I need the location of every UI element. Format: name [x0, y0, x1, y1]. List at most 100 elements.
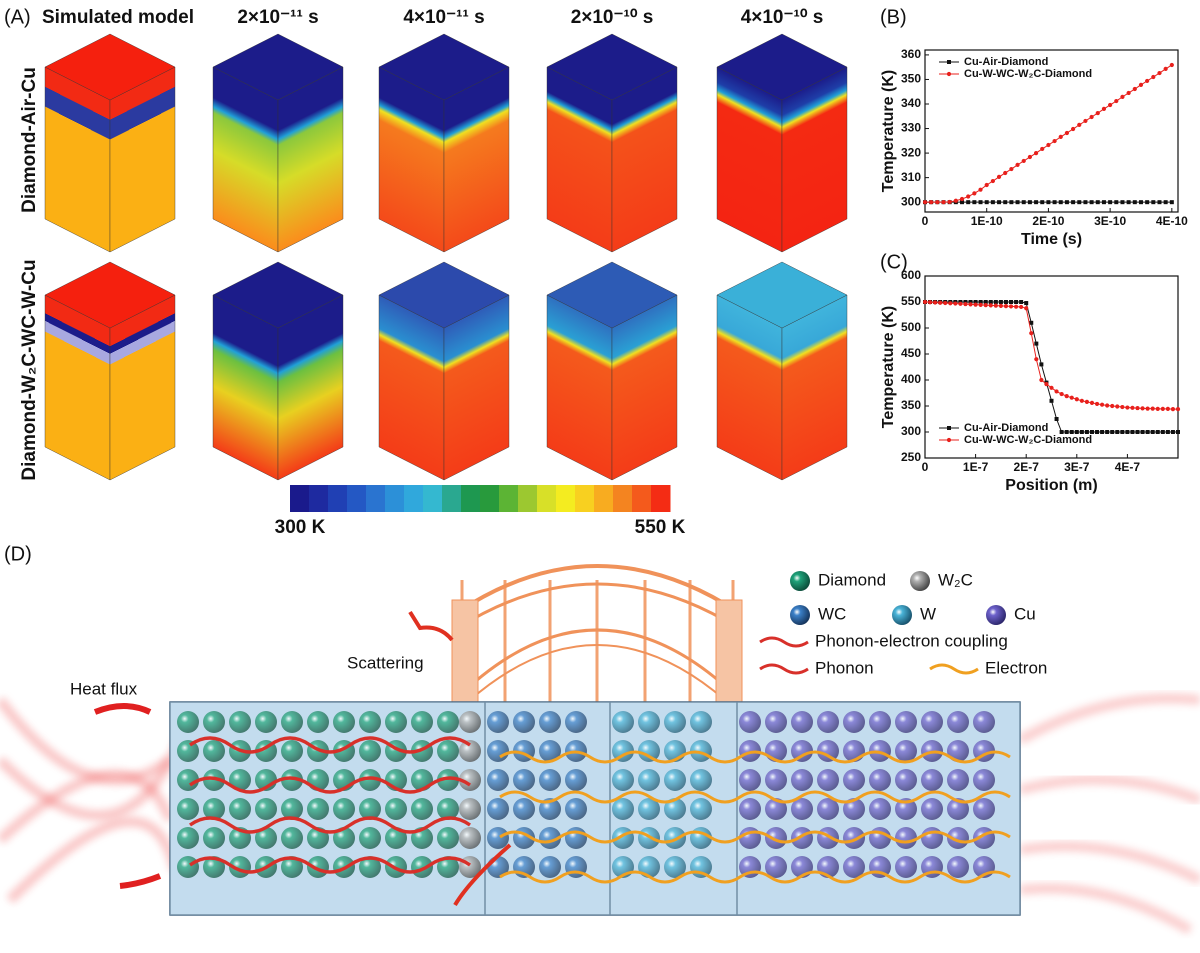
point	[941, 200, 946, 205]
point	[1084, 399, 1090, 404]
atom	[690, 711, 712, 733]
atom	[359, 769, 381, 791]
atom	[765, 856, 787, 878]
atom	[565, 798, 587, 820]
point	[1155, 430, 1160, 434]
atom	[255, 798, 277, 820]
point	[1120, 200, 1125, 205]
point	[929, 200, 934, 205]
point	[953, 198, 958, 203]
point	[990, 178, 995, 184]
point	[1071, 200, 1076, 205]
atom	[459, 798, 481, 820]
legend-label: Cu	[1014, 604, 1036, 623]
atom	[973, 769, 995, 791]
point	[1021, 158, 1026, 164]
column-title: 4×10⁻¹⁰ s	[741, 7, 824, 28]
point	[1170, 407, 1176, 412]
point	[1089, 114, 1094, 120]
colorbar-cell	[594, 485, 614, 512]
y-tick-label: 320	[901, 145, 921, 159]
point	[933, 300, 938, 305]
atom	[281, 740, 303, 762]
atom	[411, 711, 433, 733]
atom	[177, 711, 199, 733]
point	[1095, 430, 1100, 434]
point	[1100, 402, 1105, 407]
bridge	[456, 564, 740, 614]
point	[1175, 407, 1181, 412]
atom	[817, 769, 839, 791]
point	[1100, 430, 1105, 434]
point	[997, 200, 1002, 205]
atom	[459, 740, 481, 762]
cube-top	[212, 261, 344, 329]
column-title: 2×10⁻¹¹ s	[237, 7, 318, 28]
y-tick-label: 350	[901, 72, 921, 86]
point	[1157, 70, 1162, 76]
colorbar-cell	[499, 485, 519, 512]
point	[1165, 406, 1170, 411]
legend-atom	[790, 605, 810, 625]
atom	[612, 711, 634, 733]
legend-marker	[946, 437, 952, 443]
point	[1003, 200, 1008, 205]
row-label: Diamond-W₂C-WC-W-Cu	[19, 259, 40, 480]
legend-marker	[946, 71, 952, 77]
legend-phonon	[759, 663, 809, 675]
point	[1101, 106, 1107, 112]
point	[1003, 304, 1009, 309]
point	[978, 187, 983, 192]
cube-top	[44, 261, 176, 329]
bridge-pier	[715, 599, 743, 706]
column-title: Simulated model	[42, 7, 194, 28]
atom	[895, 711, 917, 733]
y-axis-label: Temperature (K)	[880, 70, 897, 192]
point	[959, 196, 965, 202]
point	[1044, 382, 1049, 387]
atom	[869, 711, 891, 733]
point	[1105, 403, 1110, 408]
crystal-glass	[170, 702, 1020, 915]
point	[993, 303, 998, 308]
atom	[307, 711, 329, 733]
point	[938, 300, 943, 305]
legend-label: W	[920, 604, 936, 623]
atom	[281, 827, 303, 849]
point	[1163, 66, 1168, 71]
atom	[921, 769, 943, 791]
legend-marker	[947, 60, 951, 64]
row-label: Diamond-Air-Cu	[19, 67, 40, 213]
panel-label: (C)	[880, 251, 908, 273]
y-axis-label: Temperature (K)	[880, 306, 897, 428]
point	[1120, 404, 1125, 410]
panel-label: (A)	[4, 6, 31, 28]
point	[1039, 377, 1044, 383]
heat-haze	[1018, 774, 1200, 805]
point	[1079, 430, 1084, 434]
legend-label: Cu-Air-Diamond	[964, 56, 1048, 68]
point	[1163, 200, 1168, 205]
colorbar-cell	[423, 485, 443, 512]
point	[978, 200, 983, 205]
atom	[690, 769, 712, 791]
atom	[437, 827, 459, 849]
atom	[281, 711, 303, 733]
point	[1110, 403, 1115, 409]
column-title: 2×10⁻¹⁰ s	[571, 7, 654, 28]
point	[1029, 331, 1034, 336]
atom	[513, 798, 535, 820]
arrow	[408, 610, 454, 642]
cube-top	[212, 33, 344, 101]
point	[1084, 430, 1089, 434]
cube-top	[716, 33, 848, 101]
legend-label: W₂C	[938, 570, 973, 589]
point	[968, 302, 973, 307]
point	[1151, 200, 1156, 205]
point	[972, 191, 977, 196]
colorbar-cell	[461, 485, 481, 512]
point	[1095, 200, 1100, 205]
point	[1114, 98, 1119, 104]
cube-top	[44, 33, 176, 101]
y-tick-label: 300	[901, 424, 921, 438]
